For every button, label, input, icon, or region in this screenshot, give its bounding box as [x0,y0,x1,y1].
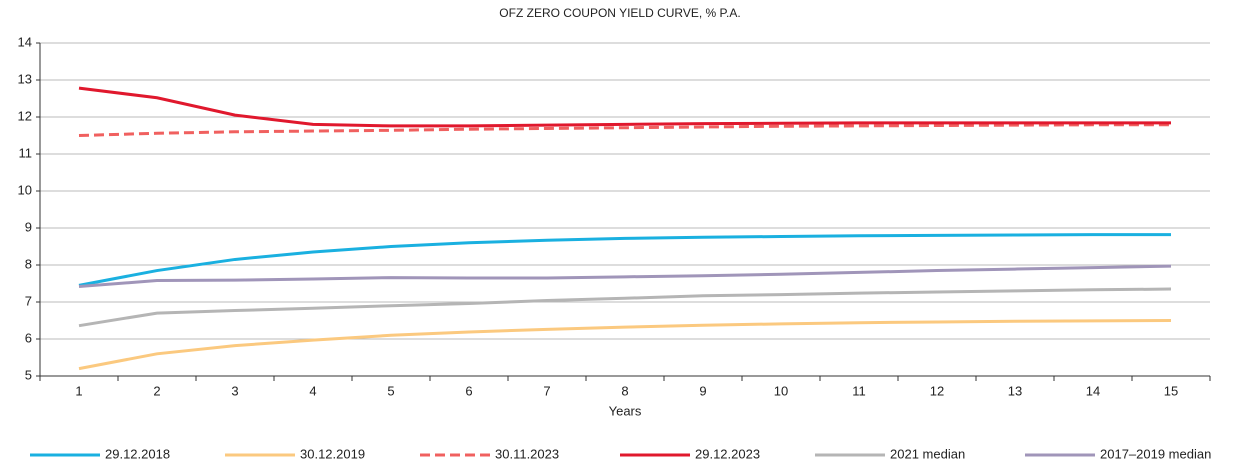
x-tick-label: 2 [153,383,160,398]
x-tick-label: 12 [930,383,944,398]
series-line [78,287,1172,328]
series-line [78,123,1171,137]
legend-label: 29.12.2018 [105,446,170,461]
chart-title: OFZ ZERO COUPON YIELD CURVE, % P.A. [499,6,740,20]
y-tick-label: 14 [18,34,32,49]
x-tick-label: 15 [1164,383,1178,398]
legend-label: 29.12.2023 [695,446,760,461]
x-tick-label: 10 [774,383,788,398]
series-line [78,233,1171,287]
y-tick-label: 6 [25,330,32,345]
series-line [78,264,1172,288]
x-tick-label: 6 [465,383,472,398]
x-tick-label: 14 [1086,383,1100,398]
x-tick-label: 1 [75,383,82,398]
x-tick-label: 11 [852,383,866,398]
y-tick-label: 9 [25,219,32,234]
x-tick-label: 13 [1008,383,1022,398]
x-tick-label: 7 [543,383,550,398]
y-tick-label: 5 [25,367,32,382]
x-tick-label: 4 [309,383,316,398]
legend-label: 30.11.2023 [495,446,559,461]
x-axis-label: Years [609,403,642,418]
y-tick-label: 7 [25,293,32,308]
x-tick-label: 5 [387,383,394,398]
legend-label: 30.12.2019 [300,446,365,461]
legend-label: 2021 median [890,446,965,461]
x-tick-label: 8 [621,383,628,398]
legend-label: 2017–2019 median [1100,446,1211,461]
series-line [78,319,1172,371]
y-tick-label: 10 [18,182,32,197]
x-tick-label: 9 [699,383,706,398]
y-tick-label: 13 [18,71,32,86]
series-line [78,86,1171,128]
x-tick-label: 3 [231,383,238,398]
y-tick-label: 8 [25,256,32,271]
y-tick-label: 11 [19,145,33,160]
y-tick-label: 12 [18,108,32,123]
